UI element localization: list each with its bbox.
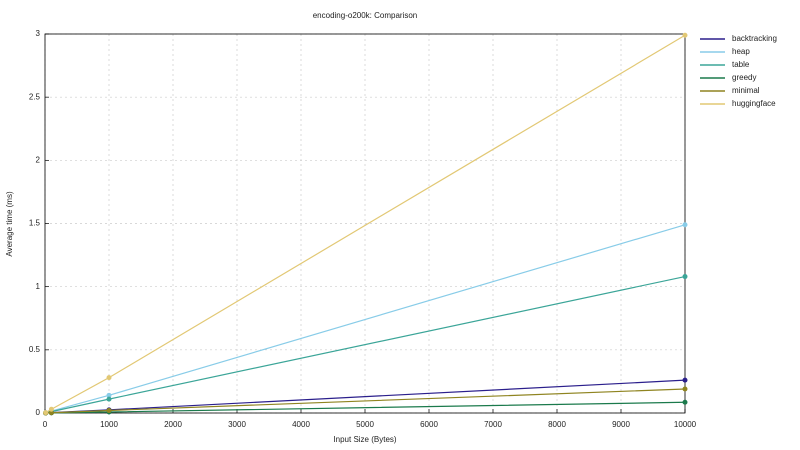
- legend-label: minimal: [732, 86, 760, 95]
- x-tick-label: 1000: [100, 420, 118, 429]
- legend-label: huggingface: [732, 99, 776, 108]
- legend-label: backtracking: [732, 34, 777, 43]
- chart-title: encoding-o200k: Comparison: [313, 11, 418, 20]
- data-point: [48, 406, 54, 412]
- legend-label: greedy: [732, 73, 756, 82]
- data-point: [682, 377, 688, 383]
- y-tick-label: 2: [36, 155, 41, 164]
- x-tick-label: 2000: [164, 420, 182, 429]
- data-point: [682, 274, 688, 280]
- data-point: [682, 399, 688, 405]
- x-tick-label: 5000: [356, 420, 374, 429]
- data-point: [682, 222, 688, 228]
- y-tick-label: 1: [36, 282, 41, 291]
- y-tick-label: 0.5: [29, 345, 41, 354]
- x-tick-label: 7000: [484, 420, 502, 429]
- y-tick-label: 1.5: [29, 219, 41, 228]
- data-point: [106, 396, 112, 402]
- x-tick-label: 9000: [612, 420, 630, 429]
- x-tick-label: 8000: [548, 420, 566, 429]
- series-line: [45, 388, 686, 414]
- x-tick-label: 0: [43, 420, 48, 429]
- x-tick-label: 10000: [674, 420, 697, 429]
- x-axis-label: Input Size (Bytes): [333, 435, 396, 444]
- data-point: [43, 410, 49, 416]
- x-tick-label: 6000: [420, 420, 438, 429]
- data-point: [48, 410, 54, 416]
- data-point: [106, 407, 112, 413]
- x-tick-label: 3000: [228, 420, 246, 429]
- y-tick-label: 3: [36, 29, 41, 38]
- data-point: [106, 375, 112, 381]
- data-point: [682, 386, 688, 392]
- x-tick-label: 4000: [292, 420, 310, 429]
- y-tick-label: 2.5: [29, 92, 41, 101]
- legend-label: table: [732, 60, 750, 69]
- legend-label: heap: [732, 47, 750, 56]
- series-line: [45, 34, 686, 414]
- data-point: [682, 32, 688, 38]
- y-axis-label: Average time (ms): [5, 191, 14, 257]
- data-point: [106, 392, 112, 398]
- y-tick-label: 0: [36, 408, 41, 417]
- series-line: [45, 275, 686, 414]
